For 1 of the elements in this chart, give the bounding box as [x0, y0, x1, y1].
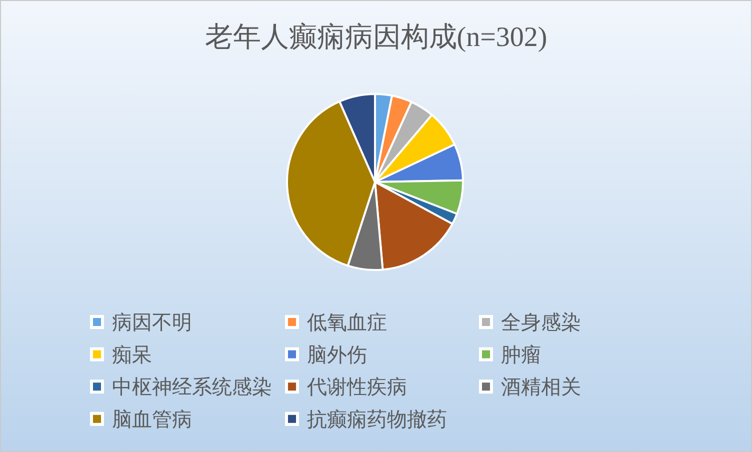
title: 老年人癫痫病因构成(n=302) — [204, 22, 548, 53]
